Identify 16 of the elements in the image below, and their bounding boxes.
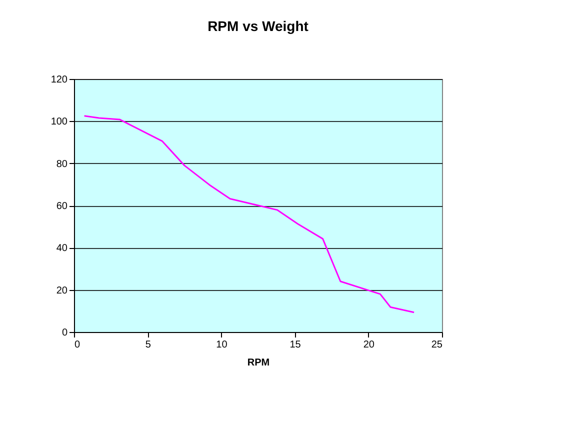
- x-tick-label: 15: [290, 340, 302, 350]
- y-tick-label: 120: [50, 74, 68, 86]
- y-tick-label: 100: [50, 116, 68, 128]
- y-tick-label: 60: [56, 201, 68, 212]
- chart-title: RPM vs Weight: [208, 18, 309, 34]
- line-series: [84, 115, 415, 314]
- x-tick-label: 5: [145, 340, 152, 350]
- y-tick-label: 0: [62, 328, 68, 338]
- x-tick-label: 10: [216, 340, 228, 350]
- x-tick-label: 20: [363, 340, 375, 350]
- x-tick-label: 25: [431, 340, 443, 350]
- y-tick-label: 20: [56, 285, 68, 296]
- x-tick-label: 0: [74, 340, 80, 350]
- y-tick-label: 80: [56, 158, 68, 170]
- x-axis-title: RPM: [247, 358, 270, 368]
- y-tick-label: 40: [56, 243, 68, 254]
